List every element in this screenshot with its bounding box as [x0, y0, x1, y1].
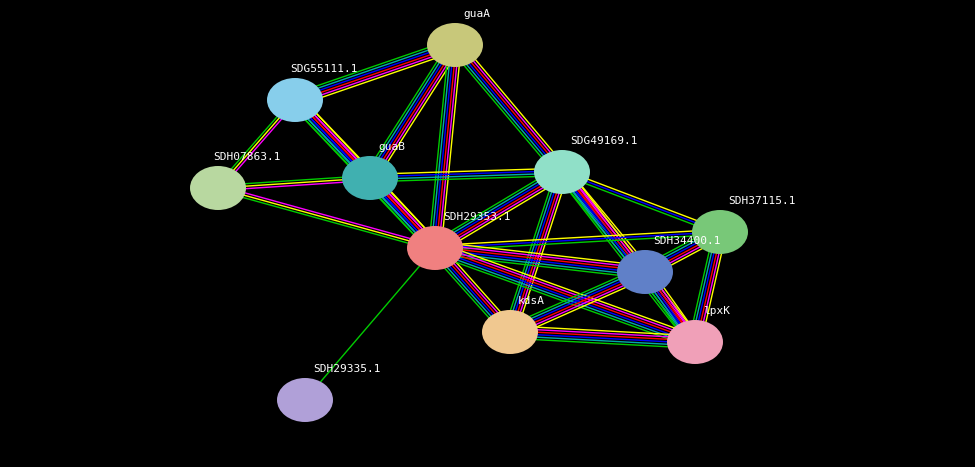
- Ellipse shape: [692, 210, 748, 254]
- Text: lpxK: lpxK: [703, 306, 730, 316]
- Ellipse shape: [617, 250, 673, 294]
- Text: SDH37115.1: SDH37115.1: [728, 196, 796, 206]
- Ellipse shape: [534, 150, 590, 194]
- Text: SDG55111.1: SDG55111.1: [290, 64, 358, 74]
- Text: SDH34400.1: SDH34400.1: [653, 236, 721, 246]
- Ellipse shape: [277, 378, 333, 422]
- Ellipse shape: [482, 310, 538, 354]
- Text: SDG49169.1: SDG49169.1: [570, 136, 638, 146]
- Ellipse shape: [407, 226, 463, 270]
- Text: SDH07863.1: SDH07863.1: [213, 152, 281, 162]
- Ellipse shape: [427, 23, 483, 67]
- Text: guaB: guaB: [378, 142, 405, 152]
- Text: SDH29335.1: SDH29335.1: [313, 364, 380, 374]
- Ellipse shape: [342, 156, 398, 200]
- Text: SDH29353.1: SDH29353.1: [443, 212, 511, 222]
- Ellipse shape: [267, 78, 323, 122]
- Ellipse shape: [190, 166, 246, 210]
- Text: guaA: guaA: [463, 9, 490, 19]
- Text: kdsA: kdsA: [518, 296, 545, 306]
- Ellipse shape: [667, 320, 723, 364]
